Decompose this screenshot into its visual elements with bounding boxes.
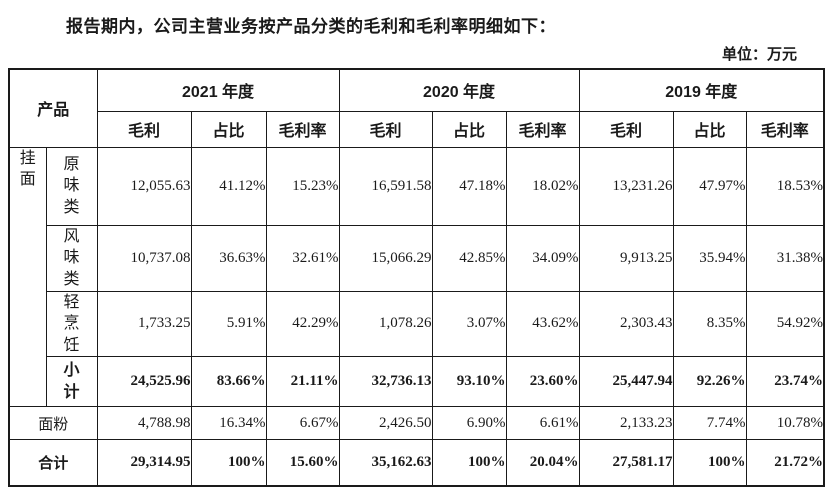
table-row-total: 合计 29,314.95 100% 15.60% 35,162.63 100% … — [8, 439, 825, 487]
header-year-2020: 2020 年度 — [338, 68, 580, 112]
data-cell: 29,314.95 — [96, 439, 192, 487]
gross-profit-table: 产品 2021 年度 2020 年度 2019 年度 毛利 占比 毛利率 毛利 … — [8, 68, 826, 487]
data-cell: 21.72% — [745, 439, 825, 487]
data-cell: 6.67% — [265, 406, 340, 441]
data-cell: 83.66% — [190, 356, 267, 408]
data-cell: 47.18% — [431, 146, 507, 226]
data-cell: 18.53% — [745, 146, 825, 226]
data-cell: 24,525.96 — [96, 356, 192, 408]
row-label-flavored: 风味类 — [45, 224, 98, 292]
data-cell: 92.26% — [672, 356, 747, 408]
data-cell: 32.61% — [265, 224, 340, 292]
header-year-2019: 2019 年度 — [578, 68, 825, 112]
data-cell: 1,078.26 — [338, 290, 433, 358]
table-row-subtotal: 小计 24,525.96 83.66% 21.11% 32,736.13 93.… — [9, 356, 825, 408]
data-cell: 54.92% — [745, 290, 825, 358]
header-margin-2021: 毛利率 — [265, 110, 340, 148]
data-cell: 31.38% — [745, 224, 825, 292]
data-cell: 100% — [672, 439, 747, 487]
data-cell: 20.04% — [505, 439, 580, 487]
data-cell: 32,736.13 — [338, 356, 433, 408]
data-cell: 16,591.58 — [338, 146, 433, 226]
header-gross-profit-2020: 毛利 — [338, 110, 433, 148]
data-cell: 43.62% — [505, 290, 580, 358]
data-cell: 23.60% — [505, 356, 580, 408]
row-label-light-cooking: 轻烹饪 — [45, 290, 98, 358]
data-cell: 16.34% — [190, 406, 267, 441]
header-share-2019: 占比 — [672, 110, 747, 148]
data-cell: 2,426.50 — [338, 406, 433, 441]
group-label-noodles: 挂面 — [8, 146, 47, 408]
row-label-subtotal: 小计 — [45, 356, 98, 408]
data-cell: 15,066.29 — [338, 224, 433, 292]
data-cell: 9,913.25 — [578, 224, 674, 292]
row-label-original-flavor: 原味类 — [45, 146, 98, 226]
data-cell: 8.35% — [672, 290, 747, 358]
data-cell: 6.61% — [505, 406, 580, 441]
unit-label: 单位：万元 — [721, 46, 797, 63]
data-cell: 27,581.17 — [578, 439, 674, 487]
row-label-flour: 面粉 — [8, 406, 98, 441]
data-cell: 35.94% — [672, 224, 747, 292]
row-label-total: 合计 — [8, 439, 98, 487]
header-share-2020: 占比 — [431, 110, 507, 148]
data-cell: 15.60% — [265, 439, 340, 487]
data-cell: 2,303.43 — [578, 290, 674, 358]
data-cell: 7.74% — [672, 406, 747, 441]
table-row: 面粉 4,788.98 16.34% 6.67% 2,426.50 6.90% … — [8, 406, 825, 441]
data-cell: 36.63% — [190, 224, 267, 292]
data-cell: 10.78% — [745, 406, 825, 441]
table-row: 挂面 原味类 12,055.63 41.12% 15.23% 16,591.58… — [8, 146, 825, 408]
header-gross-profit-2019: 毛利 — [578, 110, 674, 148]
data-cell: 2,133.23 — [578, 406, 674, 441]
data-cell: 42.85% — [431, 224, 507, 292]
data-cell: 47.97% — [672, 146, 747, 226]
data-cell: 21.11% — [265, 356, 340, 408]
header-gross-profit-2021: 毛利 — [96, 110, 192, 148]
data-cell: 13,231.26 — [578, 146, 674, 226]
data-cell: 35,162.63 — [338, 439, 433, 487]
data-cell: 5.91% — [190, 290, 267, 358]
data-cell: 18.02% — [505, 146, 580, 226]
data-cell: 3.07% — [431, 290, 507, 358]
header-margin-2020: 毛利率 — [505, 110, 580, 148]
data-cell: 100% — [431, 439, 507, 487]
data-cell: 1,733.25 — [96, 290, 192, 358]
data-cell: 6.90% — [431, 406, 507, 441]
data-cell: 15.23% — [265, 146, 340, 226]
data-cell: 10,737.08 — [96, 224, 192, 292]
header-product: 产品 — [8, 68, 98, 148]
data-cell: 100% — [190, 439, 267, 487]
data-cell: 41.12% — [190, 146, 267, 226]
header-share-2021: 占比 — [190, 110, 267, 148]
intro-paragraph: 报告期内，公司主营业务按产品分类的毛利和毛利率明细如下： — [66, 17, 556, 36]
data-cell: 12,055.63 — [96, 146, 192, 226]
data-cell: 23.74% — [745, 356, 825, 408]
table-row: 风味类 10,737.08 36.63% 32.61% 15,066.29 42… — [9, 224, 825, 292]
data-cell: 4,788.98 — [96, 406, 192, 441]
table-row: 轻烹饪 1,733.25 5.91% 42.29% 1,078.26 3.07%… — [9, 290, 825, 358]
header-margin-2019: 毛利率 — [745, 110, 825, 148]
data-cell: 25,447.94 — [578, 356, 674, 408]
data-cell: 34.09% — [505, 224, 580, 292]
data-cell: 42.29% — [265, 290, 340, 358]
data-cell: 93.10% — [431, 356, 507, 408]
header-year-2021: 2021 年度 — [96, 68, 340, 112]
